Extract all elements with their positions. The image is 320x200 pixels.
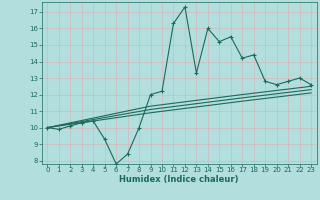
X-axis label: Humidex (Indice chaleur): Humidex (Indice chaleur) bbox=[119, 175, 239, 184]
